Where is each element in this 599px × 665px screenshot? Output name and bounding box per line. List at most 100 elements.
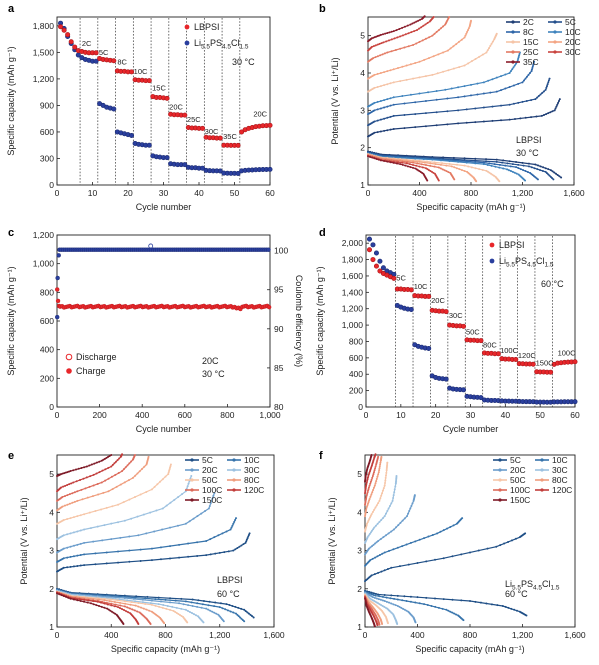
curve-marker (445, 164, 448, 167)
curve-marker (378, 469, 381, 472)
curve-marker (385, 534, 387, 537)
curve-marker (127, 479, 130, 482)
efficiency-point (148, 243, 154, 249)
data-point (129, 69, 135, 75)
curve-marker (205, 554, 208, 557)
curve-marker (366, 492, 369, 495)
curve-marker (485, 160, 488, 163)
curve-marker (102, 491, 105, 494)
x-tick-label: 400 (412, 188, 426, 198)
curve-marker (517, 56, 520, 59)
y-tick-label: 3 (357, 546, 362, 556)
curve-marker (169, 466, 172, 469)
curve-marker (389, 69, 392, 72)
y-tick-label: 1 (49, 622, 54, 632)
curve-marker (107, 477, 110, 480)
x-tick-label: 400 (135, 410, 149, 420)
curve-marker (128, 549, 131, 552)
curve-marker (491, 40, 494, 43)
curve-marker (435, 30, 438, 33)
curve-marker (377, 602, 380, 605)
curve-marker (79, 542, 82, 545)
y-tick-label: 3 (360, 105, 365, 115)
curve-marker (373, 109, 376, 112)
curve-marker (178, 602, 181, 605)
curve-marker (501, 161, 504, 164)
curve-marker (385, 596, 388, 599)
curve-marker (536, 96, 539, 99)
y2-axis-label: Coulomb efficiency (%) (294, 275, 304, 367)
curve-marker (150, 488, 153, 491)
curve-marker (196, 602, 199, 605)
curve-marker (98, 471, 101, 474)
curve-marker (137, 534, 140, 537)
curve-marker (114, 612, 117, 615)
curve-marker (376, 131, 379, 134)
efficiency-point (55, 314, 60, 320)
curve-marker (187, 555, 190, 558)
curve-marker (527, 73, 530, 76)
x-tick-label: 0 (55, 188, 60, 198)
curve-marker (463, 64, 466, 67)
curve-marker (463, 158, 466, 161)
curve-marker (418, 76, 421, 79)
data-point (426, 345, 432, 351)
curve-marker (414, 621, 417, 624)
curve-marker (128, 462, 131, 465)
curve-marker (112, 611, 115, 614)
curve-marker (533, 60, 536, 63)
curve-marker (406, 160, 409, 163)
curve-marker (386, 83, 389, 86)
curve-marker (62, 518, 65, 521)
curve-marker (371, 529, 373, 532)
data-point (65, 32, 71, 38)
curve-marker (488, 47, 491, 50)
curve-marker (384, 479, 387, 482)
curve-marker (153, 485, 156, 488)
curve-marker (508, 103, 511, 106)
curve-marker (370, 454, 373, 456)
curve-marker (515, 161, 518, 164)
curve-marker (390, 530, 393, 533)
curve-marker (474, 107, 477, 110)
curve-marker (370, 37, 373, 40)
curve-marker (128, 498, 131, 501)
curve-marker (486, 49, 489, 52)
x-tick-label: 10 (88, 188, 98, 198)
x-tick-label: 400 (410, 630, 424, 640)
curve-marker (408, 510, 411, 513)
curve-marker (442, 598, 445, 601)
legend-swatch-marker (511, 30, 515, 34)
curve-marker (69, 470, 72, 473)
curve-marker (412, 163, 415, 166)
curve-marker (451, 555, 454, 558)
curve-marker (481, 53, 484, 56)
curve-marker (119, 607, 122, 610)
curve-marker (414, 126, 417, 129)
curve-marker (213, 605, 216, 608)
curve-marker (372, 473, 375, 476)
rate-label: 5C (99, 48, 109, 57)
curve-marker (377, 471, 380, 474)
legend-swatch-marker (511, 50, 515, 54)
curve-marker (157, 615, 160, 618)
panel-letter: a (8, 3, 15, 15)
curve-marker (487, 79, 490, 82)
curve-marker (89, 475, 92, 478)
temperature-annotation: 60 °C (505, 589, 528, 599)
curve-marker (398, 605, 401, 608)
curve-marker (558, 175, 561, 178)
curve-marker (491, 105, 494, 108)
curve-marker (153, 530, 156, 533)
curve-marker (392, 497, 395, 499)
curve-marker (388, 504, 391, 507)
curve-marker (60, 473, 63, 476)
curve-marker (103, 602, 106, 605)
x-tick-label: 1,600 (263, 630, 285, 640)
curve-marker (126, 606, 129, 609)
curve-marker (69, 597, 72, 600)
curve-marker (380, 604, 383, 607)
curve-marker (500, 89, 503, 92)
curve-marker (513, 64, 516, 67)
